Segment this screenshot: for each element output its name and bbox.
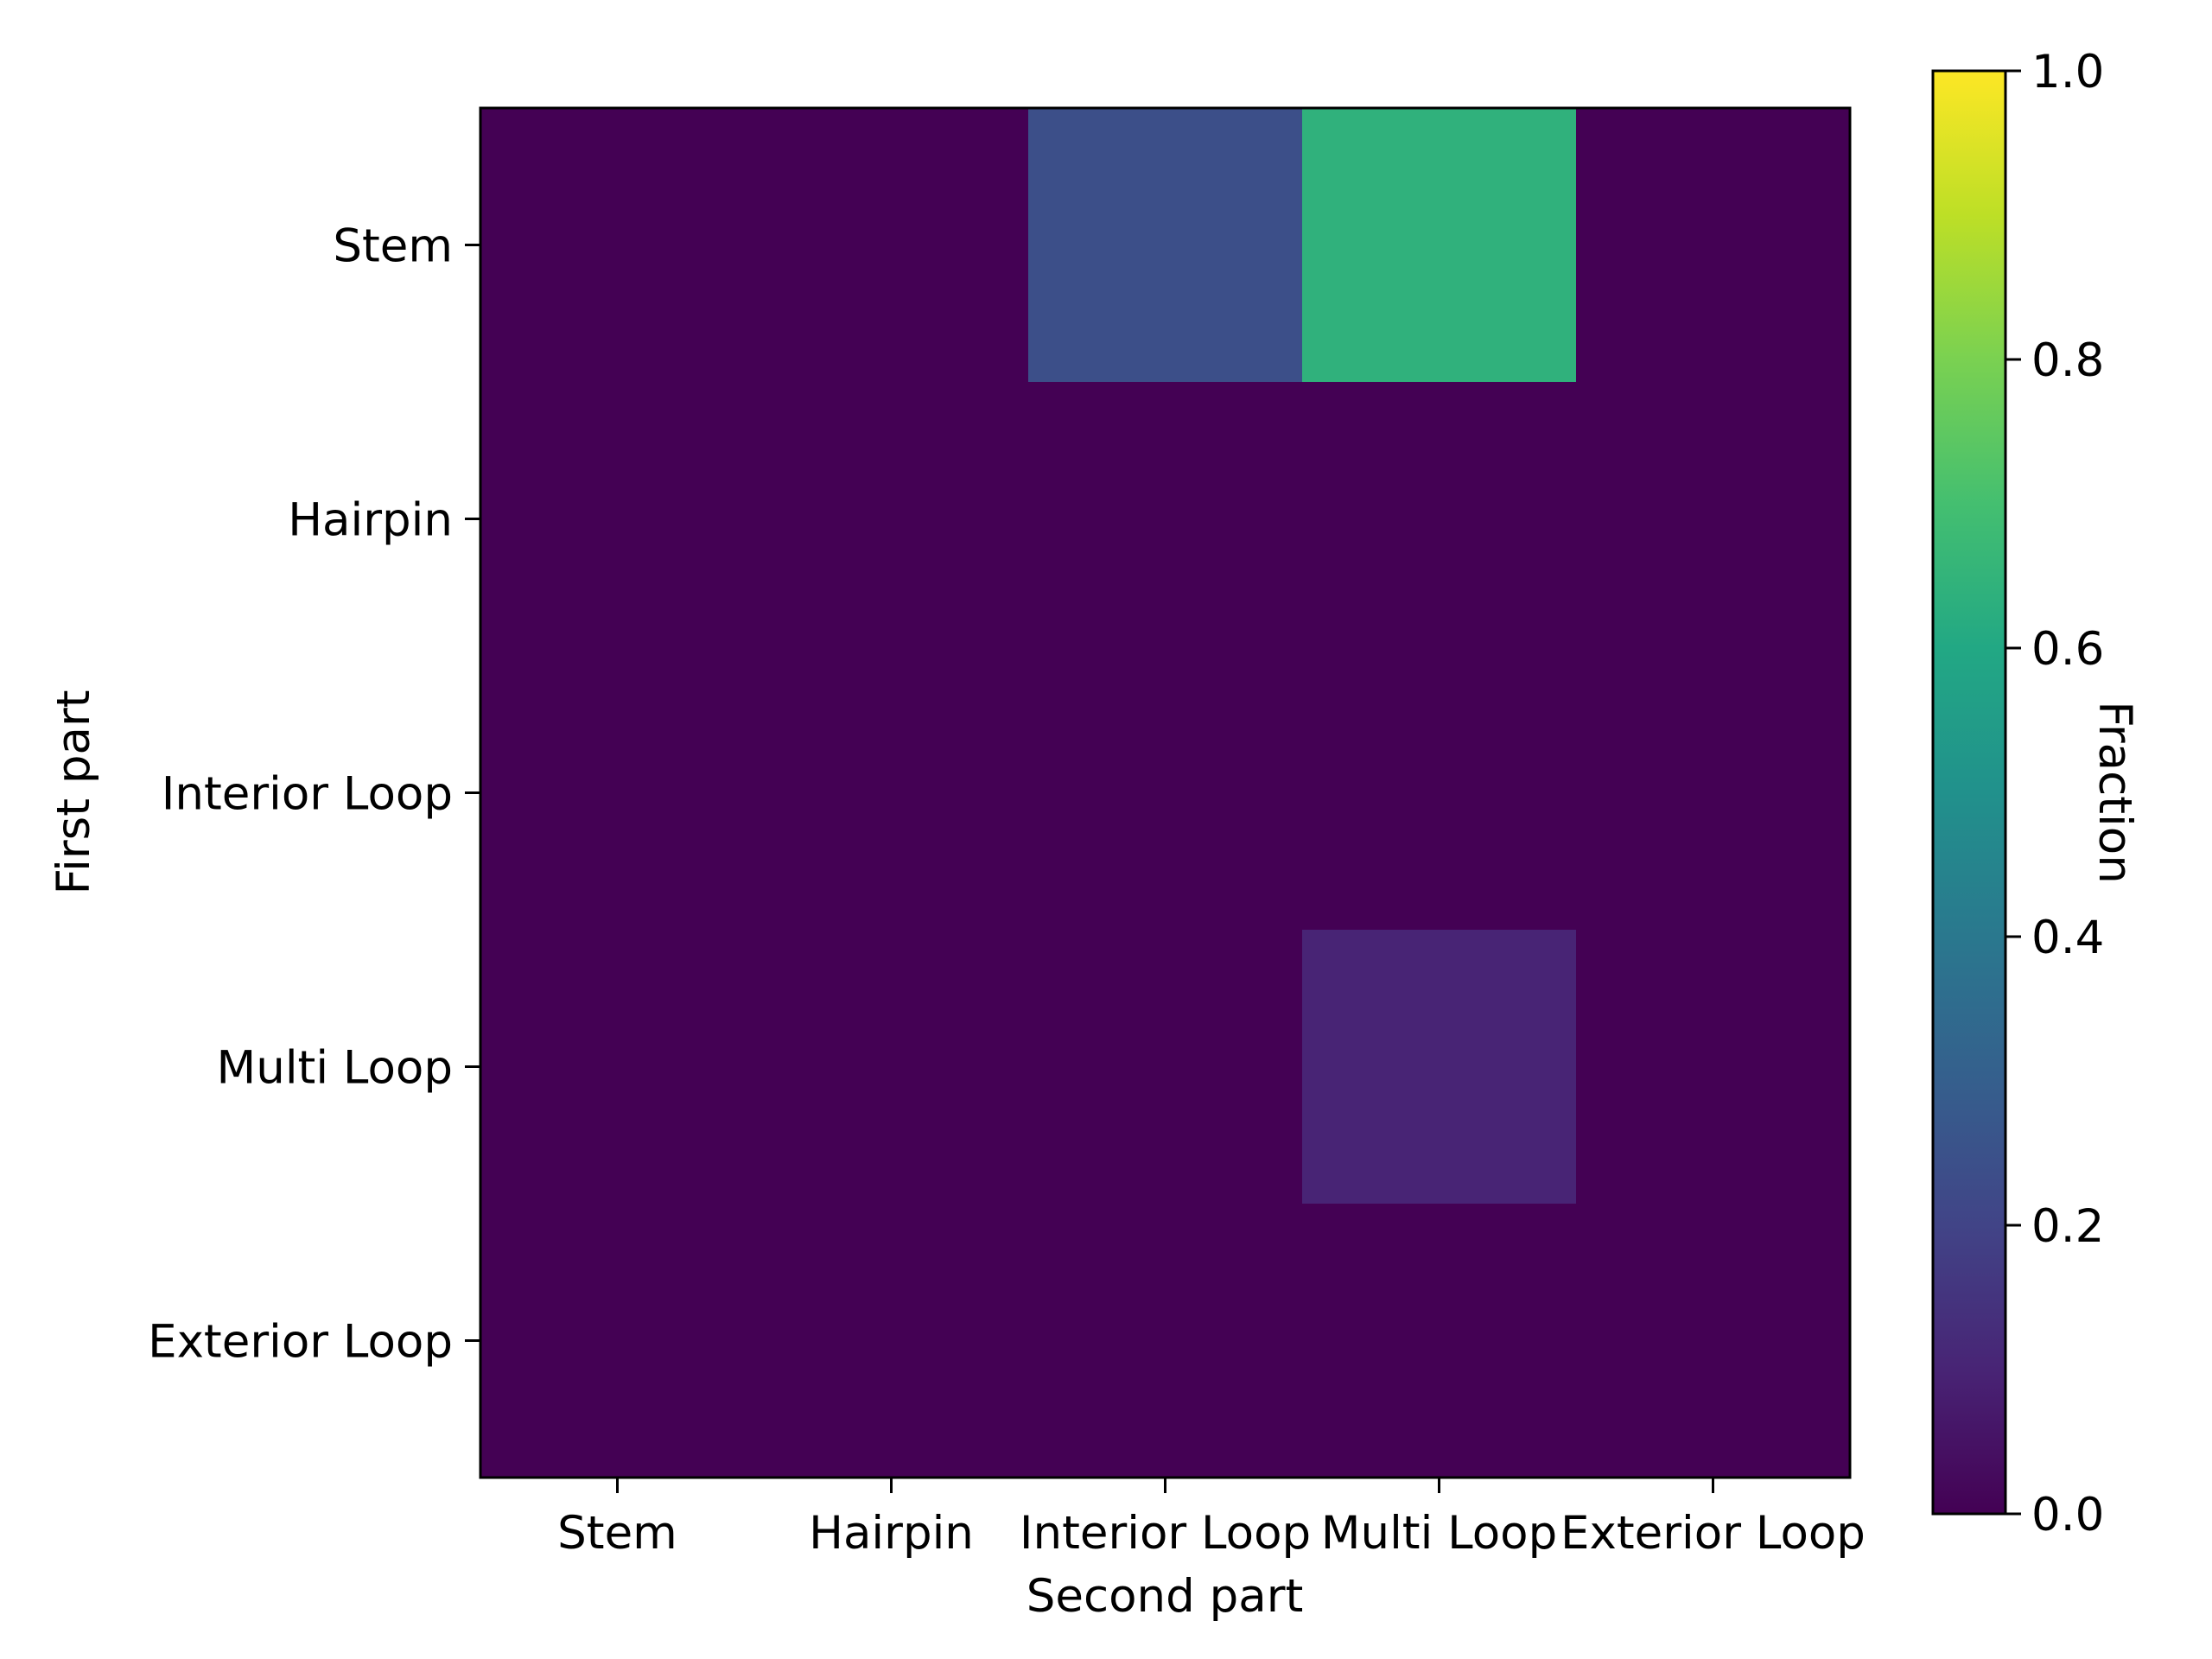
heatmap-cell [1302,656,1577,931]
heatmap-cell [1028,1204,1303,1478]
x-tick-label: Stem [557,1507,677,1560]
heatmap-cell [1028,656,1303,931]
heatmap-cell [754,930,1029,1205]
heatmap-cell [754,656,1029,931]
heatmap-cell [1028,382,1303,657]
colorbar-axis: 0.0 0.2 0.4 0.6 0.8 1.0 [2005,46,2104,1541]
heatmap-cell [1028,108,1303,383]
colorbar-tick-label: 0.2 [2031,1200,2104,1253]
heatmap-cell [1576,656,1851,931]
heatmap-cell [1302,382,1577,657]
heatmap-cell [480,382,755,657]
x-tick-label: Exterior Loop [1560,1507,1866,1560]
x-tick-label: Interior Loop [1020,1507,1311,1560]
heatmap-cell [1576,930,1851,1205]
y-tick-label: Hairpin [288,494,453,547]
heatmap-cell [1302,1204,1577,1478]
heatmap-cell [754,108,1029,383]
heatmap-cell [1576,1204,1851,1478]
heatmap-cell [480,930,755,1205]
x-tick-label: Hairpin [809,1507,974,1560]
colorbar [1931,69,2007,1516]
heatmap-cell [1028,930,1303,1205]
colorbar-tick-label: 0.0 [2031,1489,2104,1541]
y-tick-label: Interior Loop [162,768,453,821]
colorbar-label: Fraction [2088,701,2141,884]
heatmap-cell [1302,108,1577,383]
heatmap-cell [1576,108,1851,383]
heatmap-cell [754,382,1029,657]
heatmap-cell [480,656,755,931]
heatmap-cell [1576,382,1851,657]
colorbar-tick-label: 1.0 [2031,46,2104,99]
heatmap-cell [480,108,755,383]
y-tick-label: Multi Loop [217,1042,454,1095]
x-tick-label: Multi Loop [1321,1507,1558,1560]
x-axis-title: Second part [1027,1570,1304,1623]
colorbar-tick-label: 0.4 [2031,912,2104,964]
colorbar-tick-label: 0.6 [2031,623,2104,676]
y-axis-title: First part [48,690,100,894]
colorbar-tick-label: 0.8 [2031,334,2104,387]
heatmap-cell [480,1204,755,1478]
x-axis: Stem Hairpin Interior Loop Multi Loop Exteri… [557,1478,1866,1560]
y-tick-label: Exterior Loop [148,1316,453,1369]
heatmap-cell [1302,930,1577,1205]
y-axis: Stem Hairpin Interior Loop Multi Loop Exteri… [148,220,480,1369]
y-tick-label: Stem [333,220,453,273]
heatmap-cell [754,1204,1029,1478]
heatmap-cells [480,108,1851,1478]
